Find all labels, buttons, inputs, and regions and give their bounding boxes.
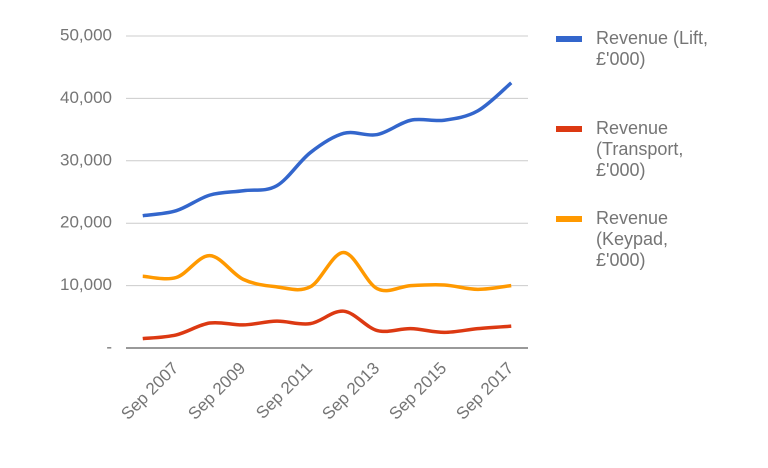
legend-item: Revenue (Lift, £'000)	[556, 28, 746, 70]
x-tick-label: Sep 2011	[252, 359, 316, 423]
y-tick-label: -	[106, 337, 112, 356]
x-tick-label: Sep 2017	[452, 359, 517, 424]
x-tick-label: Sep 2013	[318, 359, 383, 424]
y-tick-label: 50,000	[60, 25, 112, 44]
y-tick-label: 40,000	[60, 88, 112, 107]
series-line	[142, 250, 512, 293]
series-line	[142, 81, 513, 218]
x-tick-label: Sep 2007	[117, 359, 182, 424]
x-tick-label: Sep 2015	[385, 359, 450, 424]
y-tick-label: 10,000	[60, 275, 112, 294]
legend-swatch	[556, 36, 582, 42]
x-tick-label: Sep 2009	[184, 359, 249, 424]
legend-swatch	[556, 216, 582, 222]
legend-label: Revenue (Lift, £'000)	[596, 28, 709, 69]
series-line	[142, 309, 512, 341]
legend-label: Revenue (Transport, £'000)	[596, 118, 684, 180]
y-tick-label: 20,000	[60, 213, 112, 232]
legend-label: Revenue (Keypad, £'000)	[596, 208, 669, 270]
legend-item: Revenue (Keypad, £'000)	[556, 208, 746, 271]
legend-item: Revenue (Transport, £'000)	[556, 118, 746, 181]
y-tick-label: 30,000	[60, 150, 112, 169]
legend-swatch	[556, 126, 582, 132]
